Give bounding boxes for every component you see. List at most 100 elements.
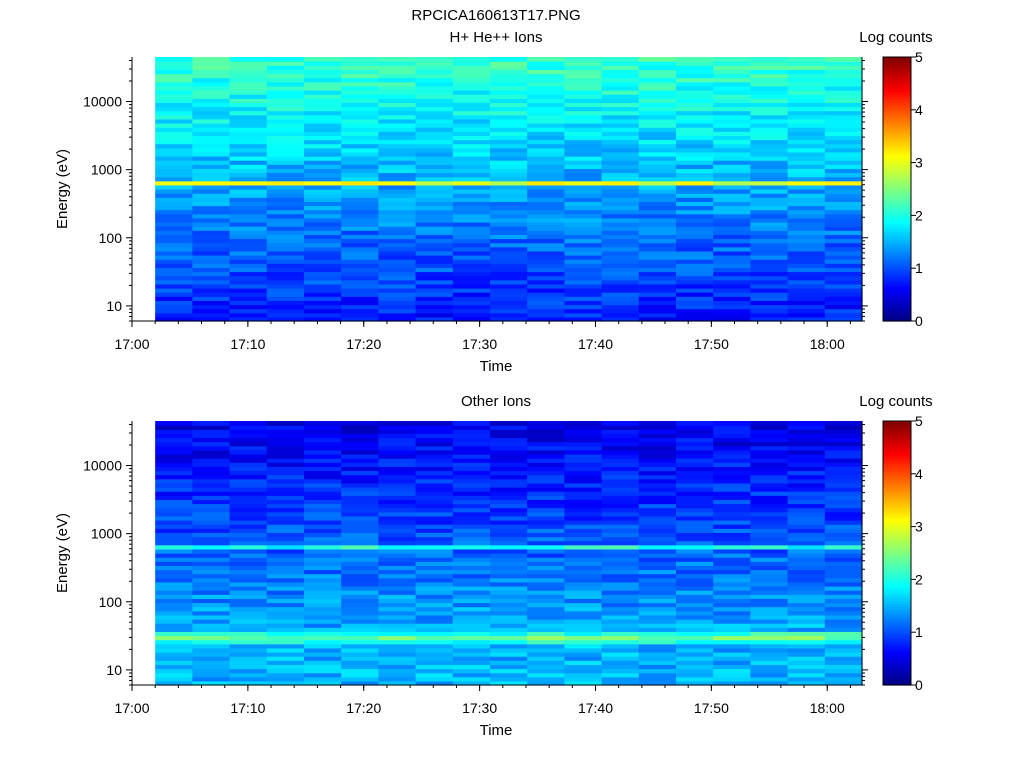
heatmap-cell [303, 234, 342, 240]
heatmap-cell [155, 312, 193, 318]
colorbar-swatch [883, 67, 911, 71]
heatmap-cell [489, 238, 528, 244]
heatmap-cell [564, 635, 603, 641]
heatmap-cell [489, 98, 528, 103]
heatmap-cell [341, 503, 379, 509]
heatmap-cell [452, 118, 491, 124]
heatmap-cell [824, 123, 863, 128]
colorbar-swatch [883, 307, 911, 312]
heatmap-cell [192, 308, 231, 314]
heatmap-cell [303, 312, 342, 318]
heatmap-cell [415, 433, 454, 439]
heatmap-cell [750, 139, 789, 145]
heatmap-cell [452, 94, 491, 99]
heatmap-cell [750, 222, 789, 227]
colorbar-swatch [883, 93, 911, 98]
heatmap-cell [787, 65, 826, 70]
heatmap-cell [229, 536, 268, 542]
colorbar-swatch [883, 284, 911, 288]
heatmap-cell [527, 90, 565, 95]
heatmap-cell [303, 511, 342, 517]
heatmap-cell [750, 292, 789, 297]
heatmap-cell [527, 271, 565, 277]
heatmap-cell [229, 635, 268, 641]
colorbar-swatch [883, 655, 911, 660]
heatmap-cell [303, 217, 342, 223]
heatmap-cell [527, 586, 565, 591]
heatmap-cell [564, 102, 603, 108]
heatmap-cell [824, 528, 863, 533]
heatmap-cell [155, 255, 193, 260]
heatmap-cell [378, 507, 417, 513]
colorbar-swatch [883, 223, 911, 227]
heatmap-cell [415, 511, 454, 517]
heatmap-cell [341, 118, 379, 124]
colorbar-swatch [883, 70, 911, 74]
heatmap-cell [378, 569, 417, 575]
heatmap-cell [675, 118, 714, 124]
heatmap-cell [341, 672, 379, 678]
heatmap-cell [155, 606, 193, 612]
heatmap-cell [303, 250, 342, 256]
heatmap-cell [638, 292, 677, 297]
heatmap-cell [601, 503, 640, 509]
heatmap-cell [750, 213, 789, 219]
colorbar-swatch [883, 674, 911, 678]
heatmap-cell [750, 602, 789, 608]
heatmap-cell [713, 143, 751, 149]
heatmap-cell [527, 73, 565, 79]
colorbar-swatch [883, 626, 911, 631]
heatmap-cell [415, 234, 454, 240]
heatmap-cell [787, 528, 826, 533]
heatmap-cell [229, 123, 268, 128]
heatmap-cell [638, 226, 677, 231]
heatmap-cell [750, 503, 789, 509]
heatmap-cell [192, 614, 231, 620]
heatmap-cell [415, 503, 454, 509]
heatmap-cell [415, 213, 454, 219]
heatmap-cell [675, 627, 714, 632]
heatmap-cell [266, 623, 305, 628]
heatmap-cell [303, 680, 342, 686]
heatmap-cell [192, 425, 231, 430]
heatmap-cell [229, 561, 268, 566]
heatmap-cell [192, 474, 231, 480]
heatmap-cell [638, 553, 677, 558]
heatmap-cell [713, 94, 751, 99]
heatmap-cell [601, 586, 640, 591]
heatmap-cell [824, 606, 863, 612]
heatmap-cell [638, 234, 677, 240]
heatmap-cell [266, 85, 305, 91]
heatmap-cell [378, 213, 417, 219]
heatmap-cell [229, 127, 268, 132]
heatmap-cell [266, 61, 305, 66]
heatmap-cell [229, 586, 268, 591]
heatmap-cell [229, 495, 268, 500]
heatmap-cell [303, 110, 342, 116]
heatmap-cell [824, 139, 863, 145]
heatmap-cell [601, 259, 640, 264]
colorbar-swatch [883, 571, 911, 575]
heatmap-cell [489, 250, 528, 256]
heatmap-cell [341, 594, 379, 599]
heatmap-cell [192, 172, 231, 178]
heatmap-cell [192, 283, 231, 289]
heatmap-cell [229, 304, 268, 310]
heatmap-cell [452, 511, 491, 517]
heatmap-cell [415, 474, 454, 480]
heatmap-cell [564, 283, 603, 289]
heatmap-cell [601, 127, 640, 132]
heatmap-cell [266, 639, 305, 645]
colorbar-swatch [883, 629, 911, 633]
heatmap-cell [564, 275, 603, 281]
heatmap-cell [266, 180, 305, 186]
heatmap-cell [824, 536, 863, 542]
heatmap-cell [452, 110, 491, 116]
heatmap-cell [713, 507, 751, 513]
heatmap-cell [229, 482, 268, 488]
heatmap-cell [787, 189, 826, 194]
colorbar-swatch [883, 141, 911, 145]
heatmap-cell [155, 495, 193, 500]
heatmap-cell [787, 503, 826, 509]
heatmap-cell [341, 143, 379, 149]
